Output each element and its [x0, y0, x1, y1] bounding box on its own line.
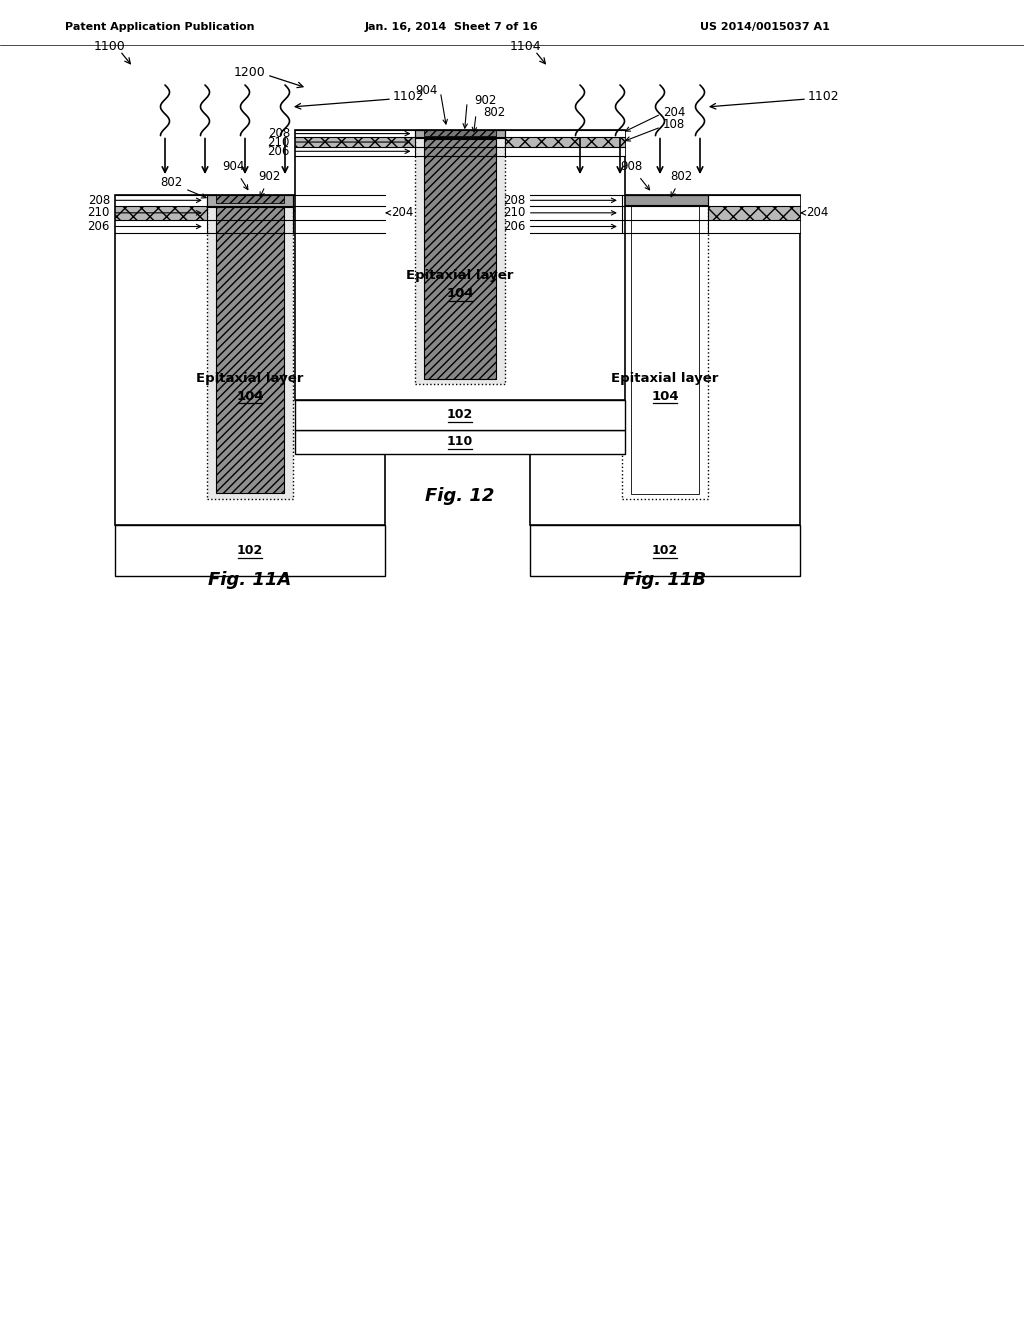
Bar	[530, 220, 622, 232]
Text: 908: 908	[621, 161, 649, 190]
Text: 902: 902	[258, 170, 281, 197]
Bar	[424, 129, 496, 136]
Bar	[530, 195, 622, 206]
Bar	[293, 195, 385, 206]
Text: 208: 208	[503, 194, 615, 207]
Text: 104: 104	[446, 288, 474, 301]
Text: 1200: 1200	[233, 66, 265, 78]
Text: 208: 208	[267, 127, 410, 140]
Bar	[632, 205, 698, 494]
Text: Epitaxial layer: Epitaxial layer	[197, 372, 304, 385]
Bar	[295, 400, 625, 430]
Text: 1104: 1104	[509, 41, 541, 54]
Text: 802: 802	[483, 106, 505, 119]
Bar	[207, 195, 293, 499]
Bar	[709, 220, 800, 232]
Text: 208: 208	[88, 194, 201, 207]
Bar	[530, 525, 800, 576]
Bar	[622, 195, 709, 499]
Text: 108: 108	[663, 119, 685, 132]
Text: 210: 210	[267, 136, 410, 149]
Text: 110: 110	[446, 436, 473, 449]
Bar	[295, 137, 416, 147]
Text: 1100: 1100	[94, 41, 126, 54]
Bar	[115, 195, 385, 525]
Bar	[709, 206, 800, 220]
Text: 102: 102	[237, 544, 263, 557]
Text: 102: 102	[652, 544, 678, 557]
Bar	[295, 430, 625, 454]
Bar	[416, 129, 505, 137]
Bar	[115, 206, 207, 220]
Bar	[622, 195, 709, 205]
Text: 206: 206	[503, 220, 615, 234]
Bar	[424, 139, 496, 379]
Text: 104: 104	[237, 389, 264, 403]
Text: US 2014/0015037 A1: US 2014/0015037 A1	[700, 22, 829, 32]
Bar	[115, 195, 207, 206]
Bar	[115, 525, 385, 576]
Text: 104: 104	[651, 389, 679, 403]
Text: 902: 902	[474, 94, 497, 107]
Bar	[295, 129, 625, 400]
Text: Epitaxial layer: Epitaxial layer	[611, 372, 719, 385]
Text: Epitaxial layer: Epitaxial layer	[407, 269, 514, 282]
Bar	[505, 129, 625, 137]
Bar	[293, 206, 385, 220]
Text: 204: 204	[391, 206, 414, 219]
Bar	[530, 195, 800, 525]
Text: 102: 102	[446, 408, 473, 421]
Bar	[293, 220, 385, 232]
Bar	[216, 205, 284, 492]
Text: 210: 210	[88, 206, 201, 219]
Bar	[115, 220, 207, 232]
Bar	[295, 147, 416, 156]
Text: 802: 802	[670, 170, 692, 197]
Text: Fig. 12: Fig. 12	[425, 487, 495, 506]
Text: Fig. 11A: Fig. 11A	[208, 572, 292, 589]
Text: 210: 210	[503, 206, 615, 219]
Text: 1102: 1102	[393, 91, 425, 103]
Text: 904: 904	[222, 161, 248, 190]
Text: 206: 206	[267, 145, 410, 158]
Text: 904: 904	[416, 83, 437, 96]
Bar	[295, 129, 416, 137]
Bar	[505, 137, 625, 147]
Text: 206: 206	[88, 220, 201, 234]
Text: 802: 802	[160, 177, 206, 198]
Bar	[207, 195, 293, 207]
Text: Jan. 16, 2014  Sheet 7 of 16: Jan. 16, 2014 Sheet 7 of 16	[365, 22, 539, 32]
Text: 1102: 1102	[808, 91, 840, 103]
Bar	[709, 195, 800, 206]
Bar	[505, 147, 625, 156]
Bar	[216, 195, 284, 203]
Bar	[416, 129, 505, 384]
Text: 204: 204	[663, 106, 685, 119]
Bar	[530, 206, 622, 220]
Text: 204: 204	[806, 206, 828, 219]
Text: Patent Application Publication: Patent Application Publication	[65, 22, 255, 32]
Text: Fig. 11B: Fig. 11B	[624, 572, 707, 589]
